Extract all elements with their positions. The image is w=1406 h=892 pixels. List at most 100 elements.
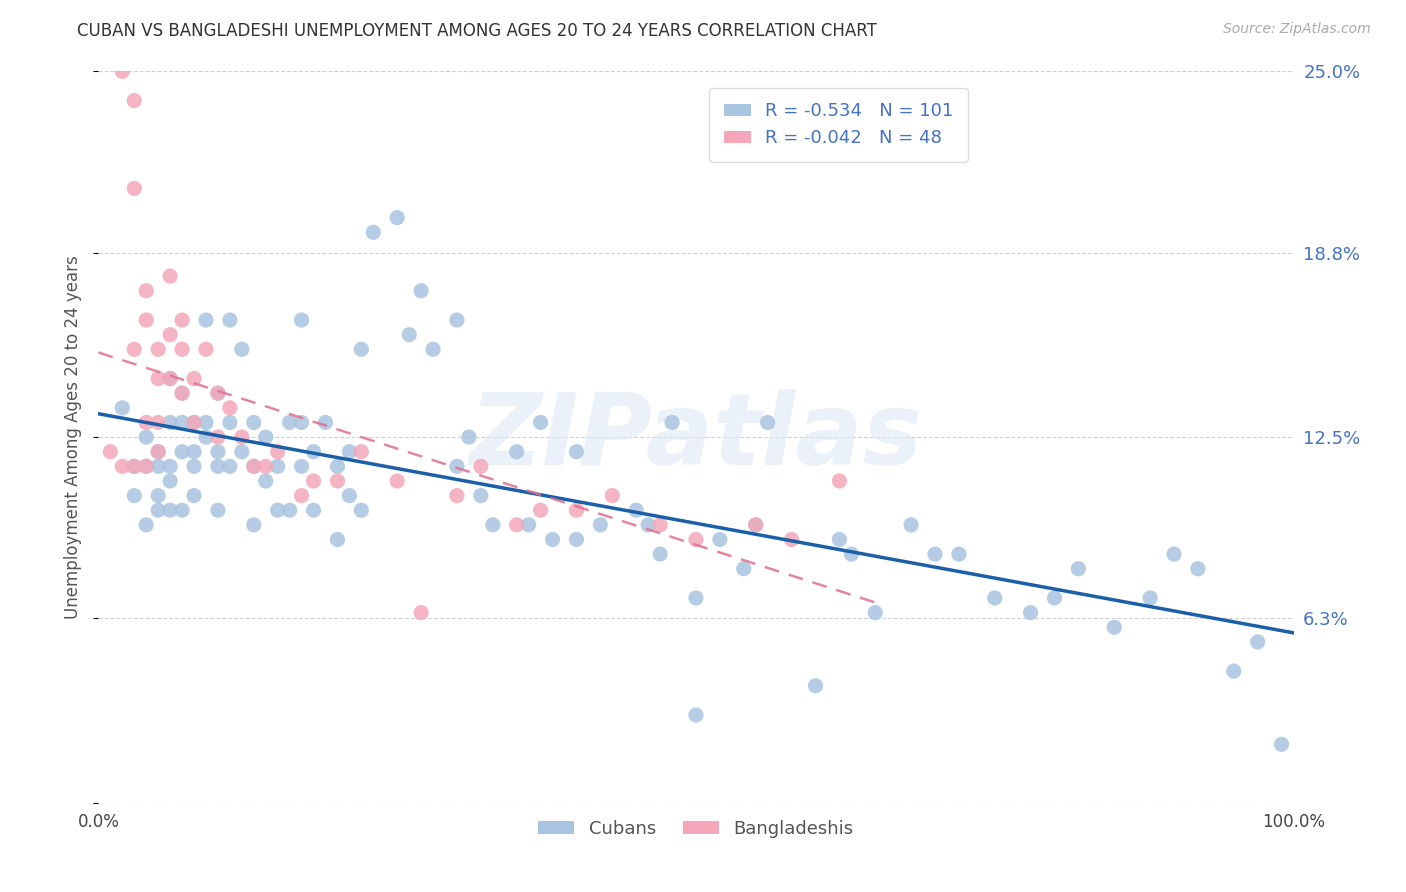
Point	[446, 459, 468, 474]
Point	[111, 459, 134, 474]
Point	[183, 371, 205, 385]
Text: ZIPatlas: ZIPatlas	[470, 389, 922, 485]
Point	[302, 474, 325, 488]
Point	[326, 533, 349, 547]
Text: Source: ZipAtlas.com: Source: ZipAtlas.com	[1223, 22, 1371, 37]
Point	[291, 313, 314, 327]
Point	[243, 459, 266, 474]
Point	[195, 313, 218, 327]
Point	[148, 503, 170, 517]
Point	[219, 459, 242, 474]
Point	[530, 503, 553, 517]
Point	[1247, 635, 1270, 649]
Point	[254, 430, 277, 444]
Point	[648, 547, 672, 561]
Point	[148, 371, 170, 385]
Point	[172, 503, 194, 517]
Point	[243, 517, 266, 532]
Point	[733, 562, 755, 576]
Point	[267, 459, 290, 474]
Point	[183, 416, 205, 430]
Point	[148, 444, 170, 458]
Point	[541, 533, 564, 547]
Point	[254, 474, 277, 488]
Point	[565, 503, 588, 517]
Point	[530, 416, 553, 430]
Point	[207, 386, 229, 401]
Point	[565, 444, 588, 458]
Point	[339, 444, 361, 458]
Point	[841, 547, 863, 561]
Point	[207, 503, 229, 517]
Point	[565, 533, 588, 547]
Point	[159, 371, 181, 385]
Point	[685, 533, 707, 547]
Point	[350, 503, 373, 517]
Point	[231, 444, 253, 458]
Point	[350, 343, 373, 357]
Point	[302, 444, 325, 458]
Point	[291, 416, 314, 430]
Point	[219, 401, 242, 415]
Point	[1139, 591, 1161, 605]
Point	[172, 416, 194, 430]
Point	[207, 459, 229, 474]
Point	[207, 430, 229, 444]
Point	[1043, 591, 1066, 605]
Point	[135, 517, 157, 532]
Text: CUBAN VS BANGLADESHI UNEMPLOYMENT AMONG AGES 20 TO 24 YEARS CORRELATION CHART: CUBAN VS BANGLADESHI UNEMPLOYMENT AMONG …	[77, 22, 877, 40]
Point	[172, 313, 194, 327]
Point	[685, 708, 707, 723]
Point	[804, 679, 827, 693]
Point	[159, 269, 181, 284]
Point	[124, 459, 146, 474]
Point	[124, 343, 146, 357]
Point	[363, 225, 385, 239]
Point	[1019, 606, 1042, 620]
Point	[159, 416, 181, 430]
Point	[231, 343, 253, 357]
Point	[195, 430, 218, 444]
Point	[780, 533, 803, 547]
Point	[254, 459, 277, 474]
Point	[506, 517, 529, 532]
Legend: Cubans, Bangladeshis: Cubans, Bangladeshis	[531, 813, 860, 845]
Point	[243, 416, 266, 430]
Point	[828, 474, 851, 488]
Point	[291, 459, 314, 474]
Point	[385, 211, 409, 225]
Point	[135, 313, 157, 327]
Point	[470, 489, 492, 503]
Point	[148, 489, 170, 503]
Point	[124, 459, 146, 474]
Point	[506, 444, 529, 458]
Point	[291, 489, 314, 503]
Point	[422, 343, 444, 357]
Point	[745, 517, 768, 532]
Point	[685, 591, 707, 605]
Point	[339, 489, 361, 503]
Point	[1271, 737, 1294, 751]
Point	[98, 444, 122, 458]
Point	[924, 547, 946, 561]
Point	[637, 517, 659, 532]
Point	[626, 503, 648, 517]
Point	[172, 386, 194, 401]
Point	[111, 64, 134, 78]
Point	[828, 533, 851, 547]
Point	[159, 503, 181, 517]
Point	[219, 313, 242, 327]
Point	[326, 474, 349, 488]
Point	[278, 416, 301, 430]
Point	[267, 503, 290, 517]
Point	[124, 181, 146, 195]
Point	[1163, 547, 1185, 561]
Point	[267, 444, 290, 458]
Point	[195, 416, 218, 430]
Point	[195, 343, 218, 357]
Point	[1104, 620, 1126, 634]
Point	[172, 444, 194, 458]
Point	[709, 533, 731, 547]
Point	[315, 416, 337, 430]
Point	[745, 517, 768, 532]
